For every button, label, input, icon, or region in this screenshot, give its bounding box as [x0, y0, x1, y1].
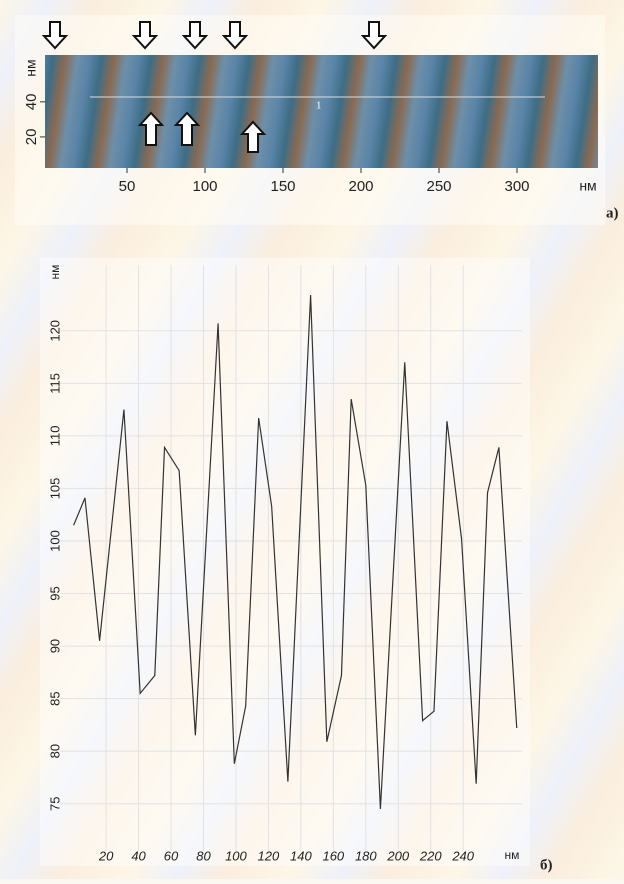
x-tick-label: 240	[451, 848, 474, 863]
x-tick-label: 80	[196, 848, 211, 863]
y-axis-label: нм	[23, 59, 39, 76]
y-axis-label: нм	[48, 265, 62, 280]
y-tick-label: 120	[47, 320, 62, 342]
y-tick-label: 95	[47, 586, 62, 600]
x-axis-label: нм	[505, 848, 520, 862]
x-tick-label: 220	[419, 848, 442, 863]
panel-label: а)	[606, 205, 619, 221]
x-axis-label: нм	[579, 178, 596, 194]
y-tick-label: 105	[47, 478, 62, 500]
x-tick-label: 60	[164, 848, 179, 863]
x-tick-label: 40	[131, 848, 146, 863]
y-tick-label: 110	[47, 426, 62, 447]
x-tick-label: 50	[119, 178, 136, 195]
x-tick-label: 180	[355, 848, 377, 863]
y-tick-label: 90	[47, 639, 62, 653]
afm-image	[45, 55, 598, 168]
x-tick-label: 160	[322, 848, 344, 863]
y-tick-label: 20	[23, 129, 40, 146]
x-tick-label: 120	[258, 848, 280, 863]
y-tick-label: 115	[47, 373, 62, 394]
y-tick-label: 85	[47, 691, 62, 705]
x-tick-label: 100	[192, 178, 217, 195]
y-tick-label: 75	[47, 796, 62, 810]
y-tick-label: 80	[47, 744, 62, 758]
x-tick-label: 250	[426, 178, 451, 195]
x-tick-label: 100	[225, 848, 247, 863]
x-tick-label: 300	[504, 178, 529, 195]
annotation: 1	[316, 100, 322, 112]
figure: 50 100 150 200 250 300 20 40 нм нм 1 а) 20 40 60 80 100 1…	[0, 0, 624, 879]
x-tick-label: 20	[98, 848, 114, 863]
y-tick-label: 40	[23, 94, 40, 111]
panel-label: б)	[540, 857, 553, 873]
x-tick-label: 140	[290, 848, 312, 863]
y-tick-label: 100	[47, 530, 62, 552]
panel-b	[40, 258, 530, 866]
x-tick-label: 200	[348, 178, 373, 195]
x-tick-label: 200	[386, 848, 409, 863]
x-tick-label: 150	[270, 178, 295, 195]
